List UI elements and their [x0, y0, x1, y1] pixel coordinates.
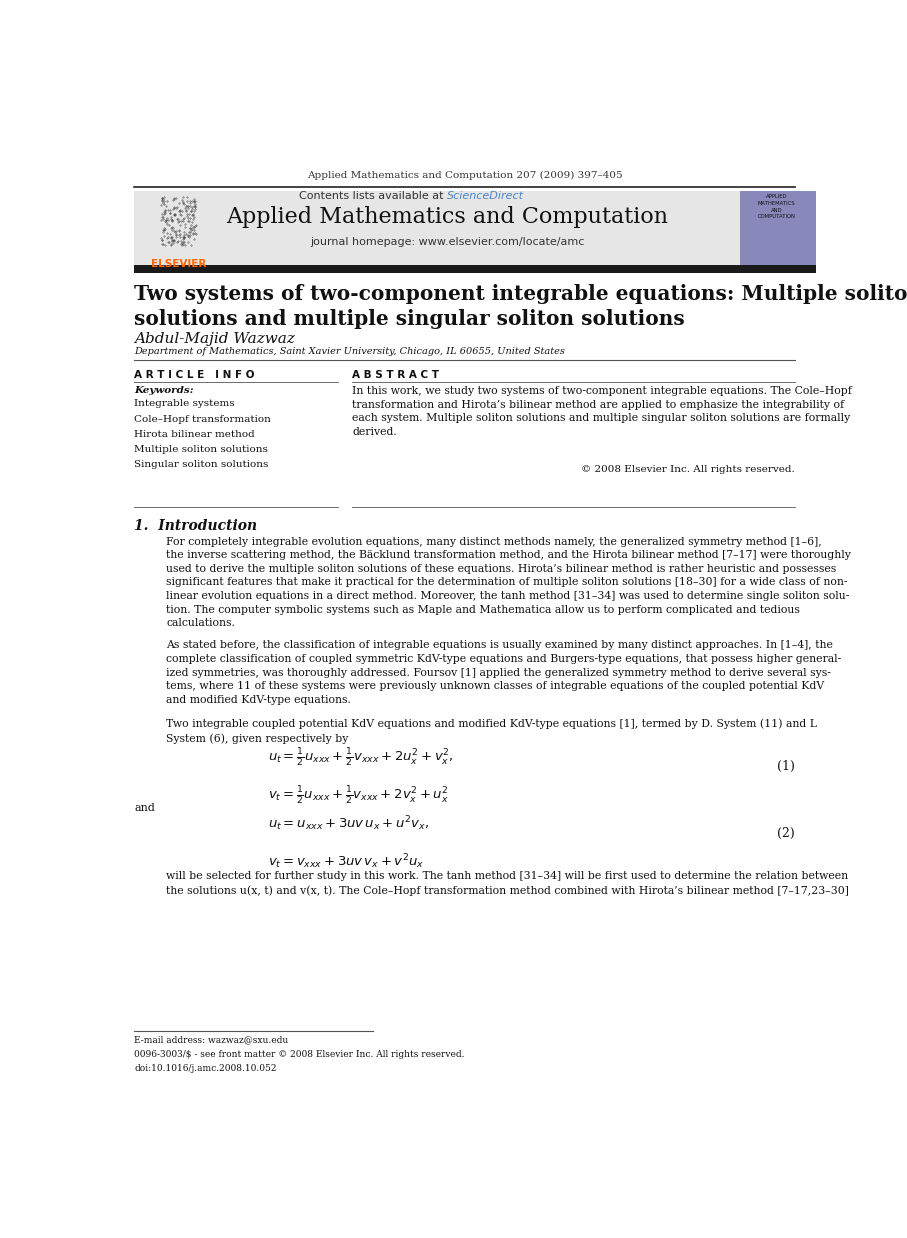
Text: As stated before, the classification of integrable equations is usually examined: As stated before, the classification of … [166, 640, 842, 704]
Bar [740, 191, 816, 265]
Text: A B S T R A C T: A B S T R A C T [352, 370, 439, 380]
Text: Multiple soliton solutions: Multiple soliton solutions [134, 444, 268, 454]
Text: Contents lists available at: Contents lists available at [299, 192, 447, 202]
Text: Cole–Hopf transformation: Cole–Hopf transformation [134, 415, 271, 423]
Text: $v_t = \frac{1}{2} u_{xxx} + \frac{1}{2} v_{xxx} + 2v_x^2 + u_x^2$: $v_t = \frac{1}{2} u_{xxx} + \frac{1}{2}… [268, 785, 449, 807]
Text: Integrable systems: Integrable systems [134, 400, 235, 409]
Text: Department of Mathematics, Saint Xavier University, Chicago, IL 60655, United St: Department of Mathematics, Saint Xavier … [134, 347, 565, 355]
Text: Applied Mathematics and Computation 207 (2009) 397–405: Applied Mathematics and Computation 207 … [307, 171, 622, 180]
Text: and: and [134, 803, 155, 813]
Bar [134, 191, 226, 265]
Text: $u_t = \frac{1}{2} u_{xxx} + \frac{1}{2} v_{xxx} + 2u_x^2 + v_x^2,$: $u_t = \frac{1}{2} u_{xxx} + \frac{1}{2}… [268, 748, 454, 769]
Text: Singular soliton solutions: Singular soliton solutions [134, 461, 268, 469]
Text: will be selected for further study in this work. The tanh method [31–34] will be: will be selected for further study in th… [166, 872, 849, 895]
Text: APPLIED
MATHEMATICS
AND
COMPUTATION: APPLIED MATHEMATICS AND COMPUTATION [757, 194, 795, 219]
Text: (1): (1) [777, 760, 795, 773]
Bar [134, 191, 740, 265]
Text: Keywords:: Keywords: [134, 386, 194, 395]
Text: $v_t = v_{xxx} + 3uv\,v_x + v^2 u_x$: $v_t = v_{xxx} + 3uv\,v_x + v^2 u_x$ [268, 852, 424, 870]
Text: © 2008 Elsevier Inc. All rights reserved.: © 2008 Elsevier Inc. All rights reserved… [581, 465, 795, 474]
Text: A R T I C L E   I N F O: A R T I C L E I N F O [134, 370, 255, 380]
Text: Abdul-Majid Wazwaz: Abdul-Majid Wazwaz [134, 332, 296, 345]
Text: In this work, we study two systems of two-component integrable equations. The Co: In this work, we study two systems of tw… [352, 386, 853, 437]
Text: E-mail address: wazwaz@sxu.edu: E-mail address: wazwaz@sxu.edu [134, 1035, 288, 1044]
Text: 1.  Introduction: 1. Introduction [134, 520, 258, 534]
Text: (2): (2) [777, 827, 795, 839]
Text: ScienceDirect: ScienceDirect [447, 192, 524, 202]
Text: journal homepage: www.elsevier.com/locate/amc: journal homepage: www.elsevier.com/locat… [310, 238, 584, 248]
Text: doi:10.1016/j.amc.2008.10.052: doi:10.1016/j.amc.2008.10.052 [134, 1063, 277, 1072]
Text: Two integrable coupled potential KdV equations and modified KdV-type equations [: Two integrable coupled potential KdV equ… [166, 718, 817, 744]
Text: $u_t = u_{xxx} + 3uv\,u_x + u^2 v_x,$: $u_t = u_{xxx} + 3uv\,u_x + u^2 v_x,$ [268, 813, 429, 833]
Text: Applied Mathematics and Computation: Applied Mathematics and Computation [226, 206, 668, 228]
Text: Hirota bilinear method: Hirota bilinear method [134, 430, 255, 438]
Text: Two systems of two-component integrable equations: Multiple soliton
solutions an: Two systems of two-component integrable … [134, 284, 907, 329]
Bar [134, 265, 816, 274]
Text: For completely integrable evolution equations, many distinct methods namely, the: For completely integrable evolution equa… [166, 536, 851, 628]
Text: ELSEVIER: ELSEVIER [151, 259, 207, 269]
Text: 0096-3003/$ - see front matter © 2008 Elsevier Inc. All rights reserved.: 0096-3003/$ - see front matter © 2008 El… [134, 1050, 465, 1060]
